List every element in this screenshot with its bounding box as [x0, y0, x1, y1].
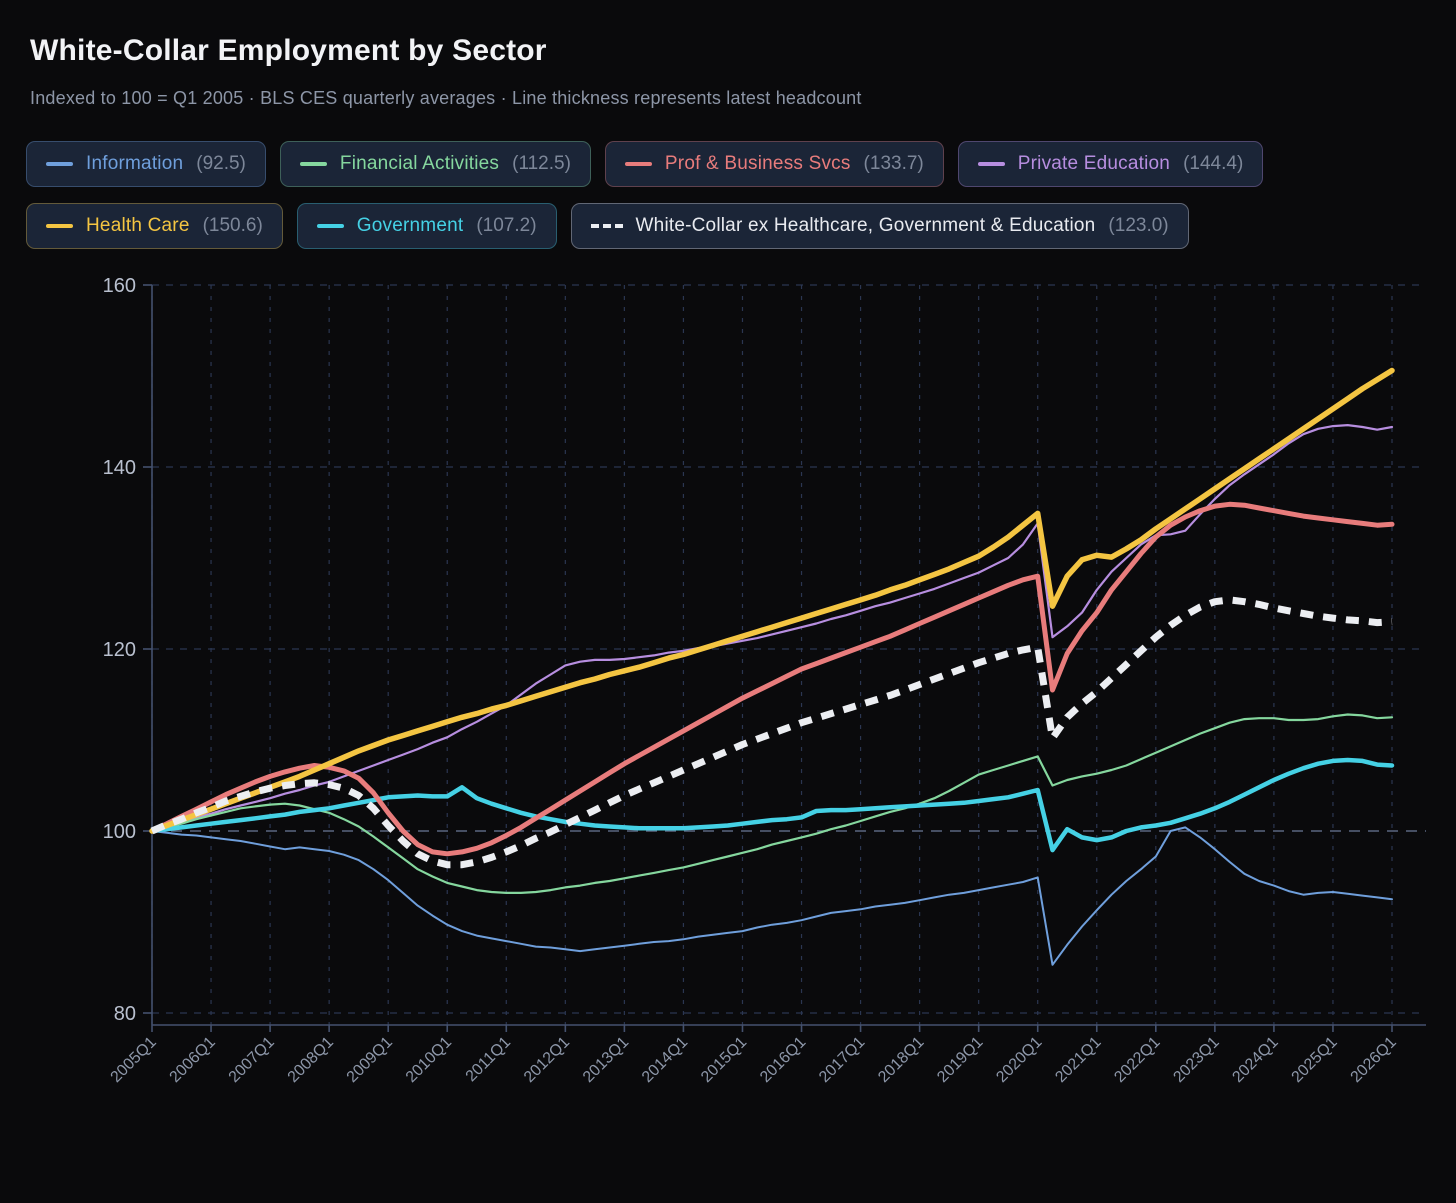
legend-latest-value: (92.5)	[196, 153, 246, 174]
axes	[143, 284, 1426, 1032]
x-tick-label: 2006Q1	[167, 1034, 219, 1086]
legend-swatch-government-icon	[316, 224, 344, 228]
legend-label: Prof & Business Svcs	[664, 153, 851, 174]
series-line-financial-activities	[150, 713, 1394, 895]
series-line-white-collar-ex-healthcare-government-education	[150, 596, 1393, 869]
page-title: White-Collar Employment by Sector	[30, 34, 547, 67]
legend-chip-information[interactable]: Information (92.5)	[26, 141, 266, 187]
series-line-private-education	[150, 424, 1394, 833]
gridlines	[151, 284, 1426, 1025]
x-tick-label: 2019Q1	[934, 1034, 986, 1086]
x-tick-label: 2026Q1	[1348, 1034, 1400, 1086]
x-tick-label: 2021Q1	[1052, 1034, 1104, 1086]
series-line-information	[151, 826, 1393, 966]
x-tick-label: 2011Q1	[463, 1034, 515, 1086]
legend-swatch-white-collar-ex-healthcare-government-education-icon	[590, 224, 623, 228]
legend-chip-government[interactable]: Government (107.2)	[296, 203, 557, 249]
x-tick-label: 2007Q1	[226, 1034, 278, 1086]
series-line-government	[149, 757, 1395, 853]
x-tick-label: 2005Q1	[108, 1034, 160, 1086]
series-lines	[149, 367, 1395, 966]
legend-swatch-prof-business-svcs-icon	[624, 162, 652, 166]
legend-latest-value: (107.2)	[476, 215, 537, 236]
legend-label: Information	[86, 153, 184, 174]
x-tick-label: 2014Q1	[639, 1034, 691, 1086]
legend-latest-value: (133.7)	[863, 153, 924, 174]
x-tick-label: 2016Q1	[757, 1034, 809, 1086]
legend-label: Health Care	[86, 215, 190, 236]
series-line-prof-business-svcs	[149, 501, 1395, 857]
legend-label: Government	[356, 215, 464, 236]
legend-row-1: Information (92.5) Financial Activities (11…	[26, 141, 1264, 187]
x-tick-label: 2018Q1	[875, 1034, 927, 1086]
x-tick-label: 2023Q1	[1170, 1034, 1222, 1086]
legend-latest-value: (123.0)	[1108, 215, 1169, 236]
legend-chip-private-education[interactable]: Private Education (144.4)	[957, 141, 1264, 187]
legend-label: Private Education	[1017, 153, 1171, 174]
legend-label: Financial Activities	[339, 153, 500, 174]
legend-swatch-health-care-icon	[46, 224, 73, 228]
x-tick-label: 2025Q1	[1288, 1034, 1340, 1086]
legend-label: White-Collar ex Healthcare, Government &…	[635, 215, 1096, 236]
legend-swatch-private-education-icon	[977, 162, 1005, 166]
x-tick-label: 2012Q1	[521, 1034, 573, 1086]
legend-swatch-financial-activities-icon	[299, 162, 327, 166]
chart-subtitle: Indexed to 100 = Q1 2005 · BLS CES quart…	[30, 88, 862, 108]
legend-latest-value: (150.6)	[202, 215, 263, 236]
legend-swatch-information-icon	[46, 162, 73, 166]
y-tick-label: 100	[103, 821, 136, 843]
y-tick-label: 140	[103, 457, 136, 479]
x-tick-label: 2015Q1	[698, 1034, 750, 1086]
x-tick-label: 2017Q1	[816, 1034, 868, 1086]
x-tick-label: 2013Q1	[580, 1034, 632, 1086]
legend-row-2: Health Care (150.6) Government (107.2) White…	[26, 203, 1189, 249]
x-tick-label: 2008Q1	[285, 1034, 337, 1086]
legend-latest-value: (144.4)	[1183, 153, 1244, 174]
y-tick-label: 160	[103, 275, 136, 297]
x-tick-label: 2009Q1	[344, 1034, 396, 1086]
y-tick-label: 80	[114, 1003, 136, 1025]
legend-chip-white-collar-ex-healthcare-government-education[interactable]: White-Collar ex Healthcare, Government &…	[570, 203, 1189, 249]
legend-chip-health-care[interactable]: Health Care (150.6)	[26, 203, 283, 249]
x-tick-label: 2010Q1	[403, 1034, 455, 1086]
y-tick-label: 120	[103, 639, 136, 661]
legend-chip-prof-business-svcs[interactable]: Prof & Business Svcs (133.7)	[604, 141, 944, 187]
x-tick-label: 2022Q1	[1111, 1034, 1163, 1086]
legend-latest-value: (112.5)	[512, 153, 571, 174]
series-line-health-care	[149, 367, 1395, 834]
x-tick-label: 2020Q1	[993, 1034, 1045, 1086]
x-tick-label: 2024Q1	[1229, 1034, 1281, 1086]
legend-chip-financial-activities[interactable]: Financial Activities (112.5)	[279, 141, 591, 187]
